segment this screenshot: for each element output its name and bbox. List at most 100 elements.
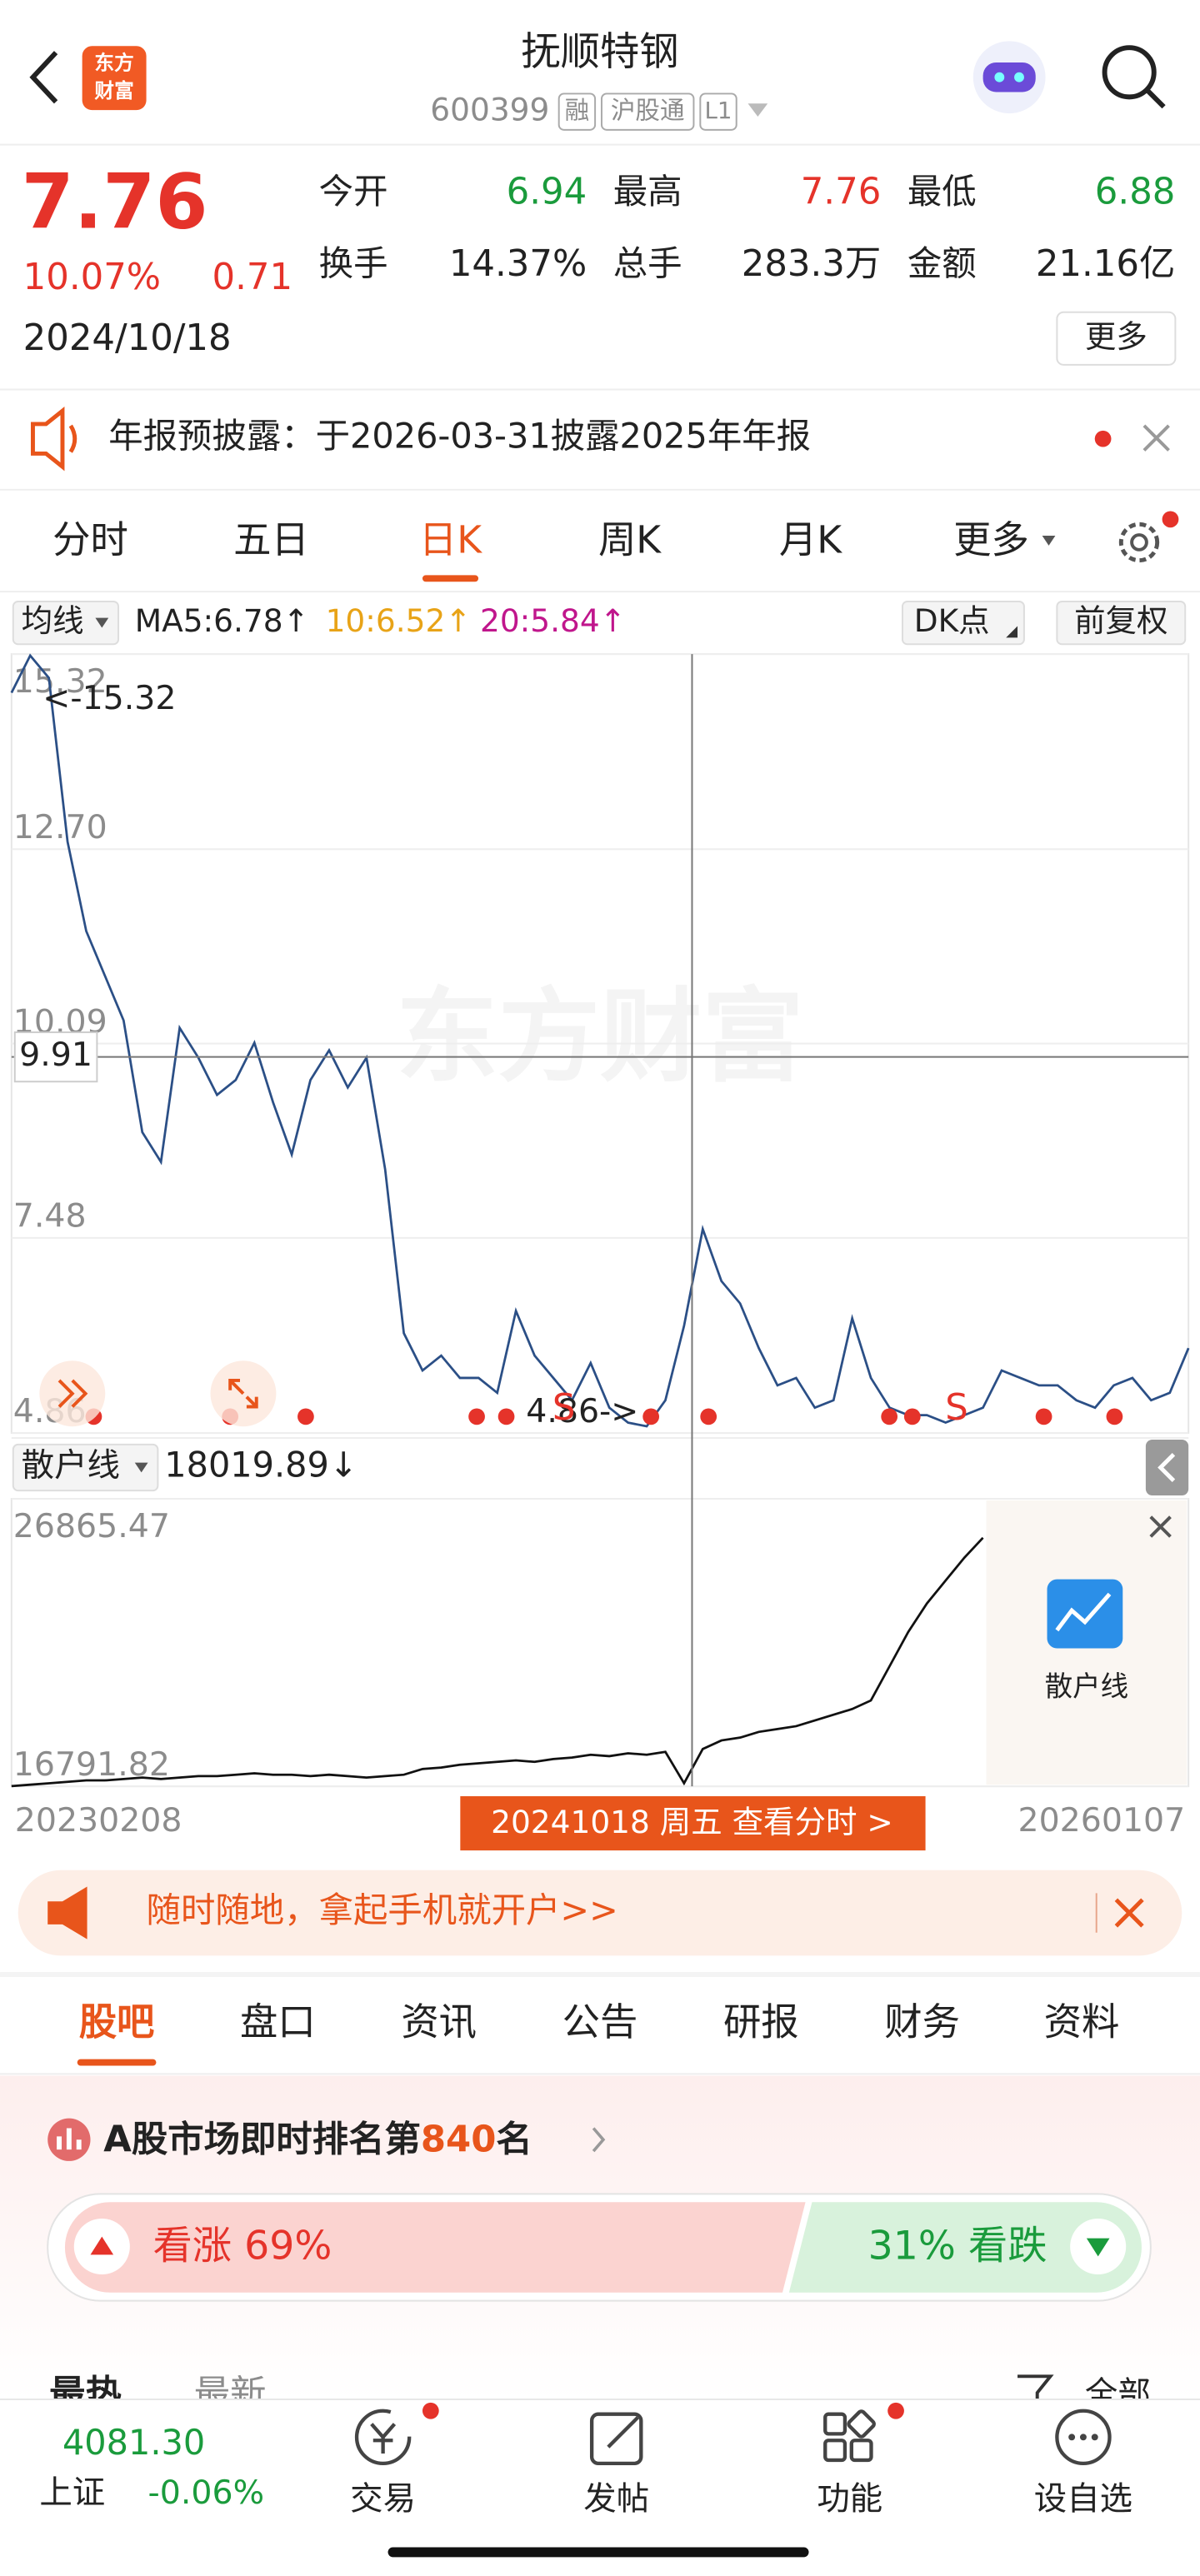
watermark: 东方财富: [396, 976, 803, 1096]
close-icon[interactable]: [1142, 424, 1170, 452]
y-tick-label: 12.70: [13, 808, 108, 846]
last-price: 7.76: [22, 158, 208, 246]
low-label: 4.86->: [526, 1392, 638, 1430]
unread-dot: [422, 2402, 439, 2419]
adjust-button[interactable]: [1056, 600, 1187, 646]
collapse-tab[interactable]: [1145, 1439, 1189, 1496]
trade-icon-yen: [370, 2423, 397, 2454]
stat-label: 金额: [908, 244, 977, 284]
avatar-face: [982, 62, 1036, 92]
bear-label: 31% 看跌: [868, 2223, 1048, 2269]
nav-label[interactable]: 功能: [817, 2480, 882, 2519]
ranking-suffix: 名: [496, 2119, 532, 2160]
ranking-rank: 840: [421, 2119, 497, 2160]
notice-text[interactable]: 年报预披露：于2026-03-31披露2025年年报: [108, 417, 811, 457]
nav-label[interactable]: 设自选: [1034, 2480, 1132, 2519]
ma-selector-label: 均线: [22, 602, 84, 639]
func-icon: [849, 2439, 873, 2463]
logo-text: 财富: [94, 79, 133, 102]
signal-dot: [1035, 1408, 1052, 1425]
stat-value: 6.94: [507, 171, 588, 212]
bear-bar[interactable]: [788, 2202, 1142, 2293]
cursor-date-button[interactable]: [460, 1796, 926, 1851]
down-icon: [1086, 2238, 1110, 2257]
dropdown-icon: [95, 617, 109, 628]
signal-dot: [1106, 1408, 1123, 1425]
nav-label[interactable]: 交易: [350, 2480, 416, 2519]
banner[interactable]: [18, 1870, 1182, 1956]
post-icon: [589, 2412, 643, 2466]
stat-label: 换手: [319, 244, 388, 284]
retail-selector-label: 散户线: [22, 1446, 120, 1485]
period-tab[interactable]: 更多: [953, 517, 1029, 562]
y-tick-label: 7.48: [13, 1197, 87, 1236]
stat-label: 总手: [613, 244, 682, 284]
tab-underline: [77, 2059, 157, 2066]
retail-current: 18019.89↓: [164, 1445, 358, 1485]
content-tab[interactable]: 股吧: [79, 2000, 155, 2044]
fullscreen-button[interactable]: [210, 1360, 277, 1427]
bull-label: 看涨 69%: [152, 2223, 332, 2269]
index-value[interactable]: 4081.30: [62, 2423, 205, 2463]
speaker-wave: [68, 424, 78, 453]
stat-value: 21.16亿: [1036, 243, 1176, 285]
ma10: 10:6.52↑: [326, 602, 472, 639]
close-icon[interactable]: [1149, 1515, 1172, 1538]
settings-icon[interactable]: [1118, 522, 1160, 563]
adjust-label: 前复权: [1074, 602, 1168, 639]
search-icon[interactable]: [1102, 45, 1157, 100]
nav-icons: [354, 2409, 1112, 2466]
start-date: 20230208: [15, 1801, 182, 1840]
expand-icon: [58, 1379, 88, 1408]
tag-box: [699, 92, 738, 131]
speaker-icon: [30, 407, 65, 472]
func-icon: [847, 2409, 876, 2439]
retail-badge-chart: [1055, 1592, 1112, 1632]
signal-dot: [298, 1408, 314, 1425]
tag: 融: [565, 97, 590, 125]
period-tab[interactable]: 月K: [779, 517, 842, 562]
period-tab[interactable]: 五日: [233, 517, 309, 562]
back-button[interactable]: [29, 51, 58, 104]
stock-code: 600399: [430, 92, 549, 128]
period-tab[interactable]: 日K: [419, 517, 482, 562]
home-indicator: [388, 2547, 809, 2558]
ranking-icon-bars: [57, 2128, 82, 2150]
tab-underline: [422, 575, 479, 582]
more-button[interactable]: [1056, 311, 1177, 366]
content-tab[interactable]: 研报: [723, 2000, 799, 2044]
retail-badge-icon: [1047, 1579, 1123, 1649]
period-tab[interactable]: 分时: [52, 517, 128, 562]
section-gap: [0, 1972, 1200, 1977]
dropdown-icon[interactable]: [748, 103, 768, 117]
content-tab[interactable]: 资讯: [401, 2000, 477, 2044]
index-change: -0.06%: [148, 2474, 265, 2512]
dropdown-icon: [1042, 536, 1056, 546]
nav-label[interactable]: 发帖: [583, 2480, 649, 2519]
avatar-eye: [1014, 72, 1024, 82]
retail-badge-label: 散户线: [1045, 1670, 1129, 1702]
signal-dot: [642, 1408, 660, 1425]
more-label: 更多: [1085, 318, 1148, 355]
content-tab[interactable]: 盘口: [240, 2000, 316, 2044]
data-line: [10, 653, 1190, 1428]
stat-label: 最高: [613, 172, 682, 212]
period-tab[interactable]: 周K: [598, 517, 662, 562]
bottom-bar: [0, 2399, 1200, 2576]
signal-dot: [903, 1408, 921, 1425]
ma-selector[interactable]: [12, 600, 120, 646]
content-tab[interactable]: 公告: [562, 2000, 638, 2044]
dk-button[interactable]: [901, 600, 1025, 646]
close-icon[interactable]: [1114, 1898, 1144, 1928]
bull-bar[interactable]: [64, 2202, 806, 2293]
index-name: 上证: [39, 2474, 105, 2512]
content-tabs: 股吧 盘口 资讯 公告 研报 财务 资料: [77, 2000, 1120, 2066]
avatar-eye: [994, 72, 1005, 82]
content-tab[interactable]: 资料: [1044, 2000, 1120, 2044]
retail-selector[interactable]: [12, 1443, 159, 1492]
stat-value: 6.88: [1095, 171, 1176, 212]
ranking-text[interactable]: A股市场即时排名第840名: [103, 2119, 532, 2160]
content-tab[interactable]: 财务: [884, 2000, 960, 2044]
